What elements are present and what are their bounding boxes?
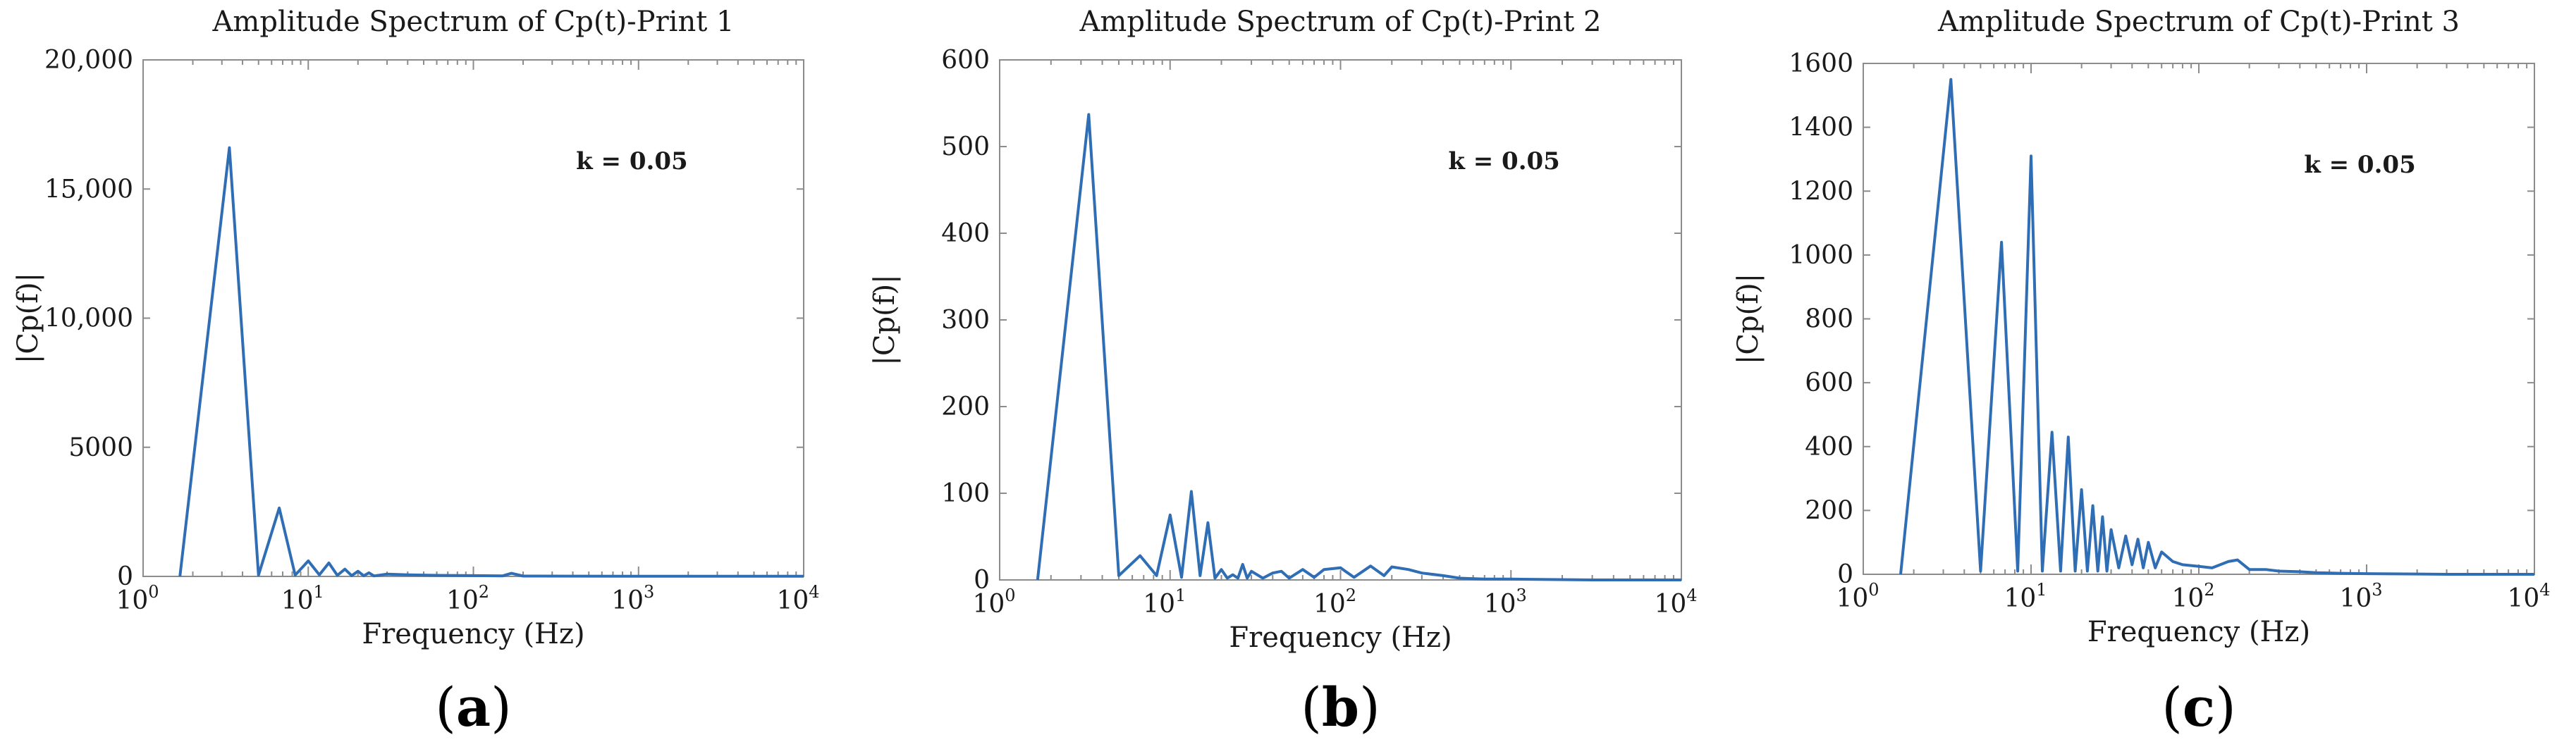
y-tick-label: 1400 — [1789, 113, 1853, 142]
y-tick-label: 0 — [974, 566, 990, 595]
y-tick-label: 1600 — [1789, 49, 1853, 78]
series-line — [178, 146, 804, 578]
x-tick-label: 103 — [611, 582, 654, 615]
y-tick-label: 400 — [941, 219, 990, 248]
k-annotation: k = 0.05 — [576, 147, 688, 175]
chart-title: Amplitude Spectrum of Cp(t)-Print 2 — [1079, 6, 1602, 38]
x-tick-label: 102 — [1313, 586, 1356, 619]
chart-title: Amplitude Spectrum of Cp(t)-Print 1 — [212, 6, 735, 38]
y-tick-label: 0 — [117, 562, 133, 591]
panel-label: (b) — [1301, 676, 1380, 738]
x-axis-label: Frequency (Hz) — [2087, 616, 2310, 648]
x-axis-label: Frequency (Hz) — [362, 618, 584, 650]
x-tick-label: 101 — [1143, 586, 1186, 619]
y-axis-label: |Cp(f)| — [12, 273, 44, 364]
x-tick-label: 101 — [2004, 580, 2047, 613]
x-tick-label: 101 — [281, 582, 324, 615]
panel-label: (c) — [2161, 676, 2236, 738]
k-annotation: k = 0.05 — [2304, 151, 2416, 179]
y-axis-label: |Cp(f)| — [1732, 273, 1765, 364]
y-tick-label: 800 — [1805, 305, 1853, 334]
chart-panel-a: Amplitude Spectrum of Cp(t)-Print 1 0 5000… — [12, 6, 820, 738]
x-tick-label: 103 — [1484, 586, 1527, 619]
chart-panel-b: Amplitude Spectrum of Cp(t)-Print 201002… — [869, 6, 1698, 738]
y-tick-label: 600 — [941, 46, 990, 75]
y-tick-label: 1200 — [1789, 177, 1853, 206]
y-tick-label: 300 — [941, 306, 990, 335]
series-line — [1036, 113, 1681, 581]
series-line — [1899, 78, 2534, 576]
y-axis-label: |Cp(f)| — [869, 274, 901, 365]
y-tick-label: 400 — [1805, 433, 1853, 462]
y-tick-label: 200 — [941, 392, 990, 421]
x-tick-label: 100 — [116, 582, 159, 615]
y-tick-label: 200 — [1805, 496, 1853, 525]
y-tick-label: 10,000 — [44, 304, 133, 333]
x-tick-label: 104 — [1654, 586, 1697, 619]
x-tick-label: 102 — [446, 582, 489, 615]
y-tick-label: 15,000 — [44, 175, 133, 204]
y-tick-label: 100 — [941, 479, 990, 508]
chart-title: Amplitude Spectrum of Cp(t)-Print 3 — [1937, 6, 2460, 38]
y-tick-label: 1000 — [1789, 241, 1853, 270]
x-tick-label: 102 — [2171, 580, 2214, 613]
y-tick-label: 5000 — [68, 433, 133, 462]
x-tick-label: 104 — [776, 582, 819, 615]
y-tick-label: 600 — [1805, 369, 1853, 397]
x-axis-label: Frequency (Hz) — [1229, 622, 1452, 654]
x-tick-label: 103 — [2339, 580, 2382, 613]
x-tick-label: 104 — [2507, 580, 2550, 613]
y-tick-label: 500 — [941, 132, 990, 161]
x-tick-label: 100 — [972, 586, 1015, 619]
panel-label: (a) — [435, 676, 512, 738]
y-tick-label: 0 — [1837, 560, 1853, 589]
chart-panel-c: Amplitude Spectrum of Cp(t)-Print 3 0 200 4… — [1732, 6, 2551, 738]
y-tick-label: 20,000 — [44, 46, 133, 75]
k-annotation: k = 0.05 — [1448, 147, 1560, 175]
x-tick-label: 100 — [1836, 580, 1879, 613]
